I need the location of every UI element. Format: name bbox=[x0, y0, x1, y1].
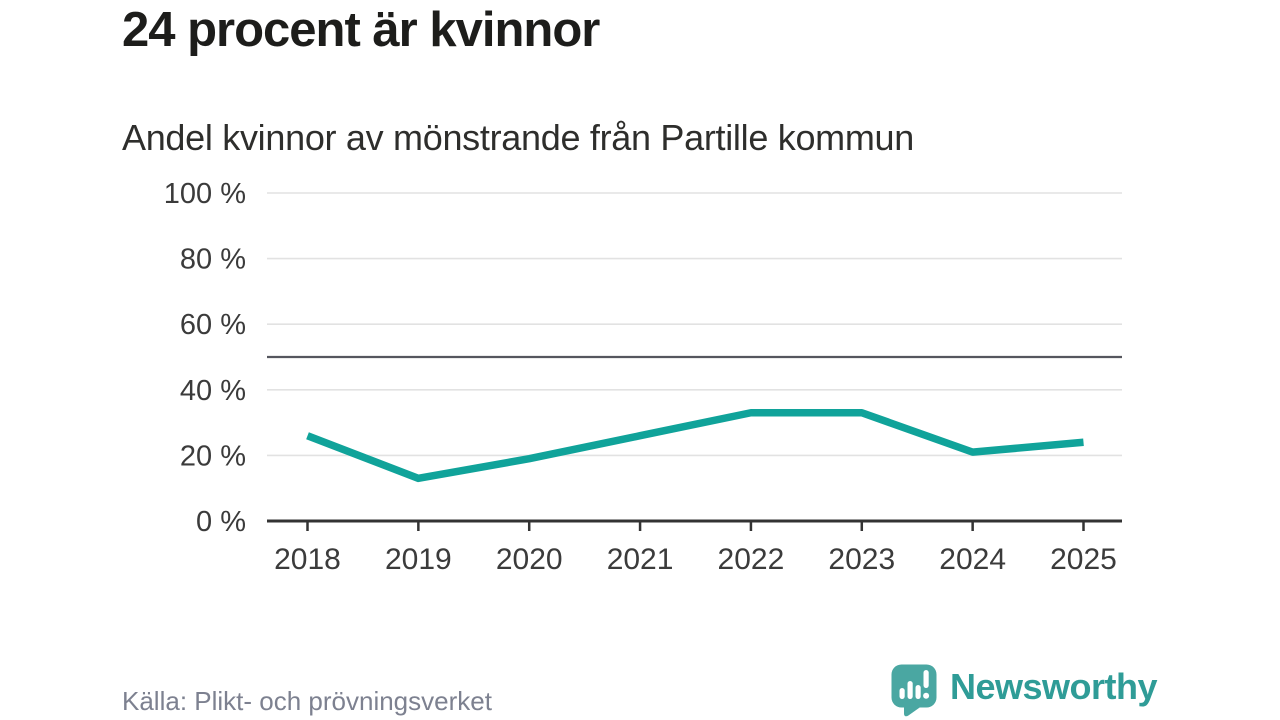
x-axis-label: 2019 bbox=[385, 543, 452, 576]
logo-bars-glyph bbox=[899, 670, 930, 699]
x-axis-label: 2020 bbox=[496, 543, 563, 576]
y-axis-label: 100 % bbox=[164, 178, 246, 210]
y-axis-label: 40 % bbox=[180, 375, 246, 407]
chart-title: 24 procent är kvinnor bbox=[122, 3, 600, 57]
x-axis-label: 2024 bbox=[939, 543, 1006, 576]
x-axis-label: 2018 bbox=[274, 543, 341, 576]
source-note: Källa: Plikt- och prövningsverket bbox=[122, 686, 492, 716]
y-axis-label: 80 % bbox=[180, 244, 246, 276]
x-axis-label: 2022 bbox=[718, 543, 785, 576]
newsworthy-logo: Newsworthy bbox=[891, 664, 1158, 717]
x-axis-label: 2025 bbox=[1050, 543, 1117, 576]
logo-bubble-shape bbox=[891, 664, 937, 717]
y-axis-label: 60 % bbox=[180, 309, 246, 341]
chart-subtitle: Andel kvinnor av mönstrande från Partill… bbox=[122, 117, 914, 158]
speech-bubble-chart-icon bbox=[891, 664, 937, 717]
newsworthy-wordmark: Newsworthy bbox=[949, 665, 1158, 707]
data-line bbox=[306, 409, 1084, 483]
y-axis-label: 0 % bbox=[196, 506, 246, 538]
x-axis-label: 2021 bbox=[607, 543, 674, 576]
y-axis-label: 20 % bbox=[180, 440, 246, 472]
x-axis-label: 2023 bbox=[828, 543, 895, 576]
